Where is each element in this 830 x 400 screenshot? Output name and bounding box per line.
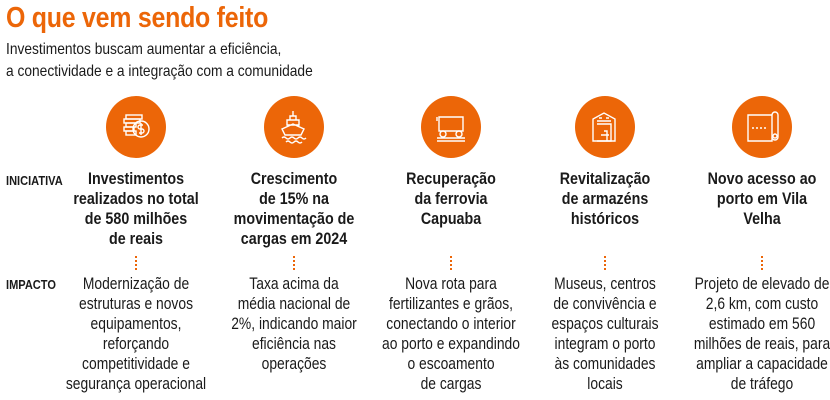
initiative-line: de 580 milhões <box>84 209 188 228</box>
initiative-line: Revitalização <box>559 169 651 188</box>
impact-text: Projeto de elevado de 2,6 km, com custo es… <box>686 274 830 394</box>
initiative-column: Crescimento de 15% na movimentação de carga… <box>204 96 384 373</box>
impact-line: locais <box>587 375 623 393</box>
coins-dollar-icon <box>106 96 166 158</box>
dotted-connector <box>604 256 606 270</box>
subtitle-line: a conectividade e a integração com a com… <box>6 63 313 80</box>
initiative-column: Recuperação da ferrovia Capuaba Nova rota p… <box>361 96 541 393</box>
impact-text: Nova rota para fertilizantes e grãos, cone… <box>375 274 526 394</box>
impact-line: Modernização de <box>82 275 190 293</box>
initiative-line: Capuaba <box>420 209 482 228</box>
initiative-column: Novo acesso ao porto em Vila Velha Projeto … <box>672 96 830 393</box>
initiative-text: Novo acesso ao porto em Vila Velha <box>686 169 830 229</box>
impact-line: segurança operacional <box>65 375 207 393</box>
impact-text: Museus, centros de convivência e espaços c… <box>529 274 680 394</box>
dotted-connector <box>761 256 763 270</box>
impact-line: integram o porto <box>554 335 656 353</box>
impact-line: às comunidades <box>554 355 656 373</box>
initiative-line: Novo acesso ao <box>707 169 817 188</box>
row-label-impact: IMPACTO <box>6 277 56 292</box>
impact-line: média nacional de <box>237 295 351 313</box>
initiative-line: realizados no total <box>73 189 199 208</box>
initiative-text: Crescimento de 15% na movimentação de carga… <box>218 169 369 249</box>
initiative-line: Crescimento <box>250 169 338 188</box>
impact-line: 2,6 km, com custo <box>705 295 819 313</box>
initiative-line: de armazéns <box>561 189 649 208</box>
page-title: O que vem sendo feito <box>6 2 269 34</box>
impact-line: espaços culturais <box>551 315 659 333</box>
impact-line: 2%, indicando maior <box>231 315 357 333</box>
dotted-connector <box>135 256 137 270</box>
initiative-line: cargas em 2024 <box>240 229 348 248</box>
initiative-line: da ferrovia <box>414 189 488 208</box>
impact-line: Nova rota para <box>405 275 497 293</box>
impact-line: eficiência nas <box>252 335 336 353</box>
initiative-line: de reais <box>109 229 163 248</box>
impact-line: conectando o interior <box>386 315 516 333</box>
impact-line: milhões de reais, para <box>693 335 830 353</box>
impact-line: reforçando <box>102 335 170 353</box>
impact-line: equipamentos, <box>90 315 182 333</box>
initiative-text: Revitalização de armazéns históricos <box>529 169 680 229</box>
warehouse-icon <box>575 96 635 158</box>
impact-line: fertilizantes e grãos, <box>388 295 514 313</box>
dotted-connector <box>293 256 295 270</box>
impact-line: de tráfego <box>730 375 794 393</box>
row-label-initiative: INICIATIVA <box>6 173 63 188</box>
initiative-column: Investimentos realizados no total de 580 m… <box>46 96 226 393</box>
impact-line: Taxa acima da <box>249 275 339 293</box>
impact-line: operações <box>261 355 327 373</box>
initiative-line: históricos <box>570 209 640 228</box>
subtitle: Investimentos buscam aumentar a eficiênc… <box>6 39 313 83</box>
dotted-connector <box>450 256 452 270</box>
impact-line: estimado em 560 <box>708 315 816 333</box>
impact-line: competitividade e <box>82 355 190 373</box>
impact-line: Museus, centros <box>554 275 656 293</box>
impact-line: de convivência e <box>553 295 657 313</box>
initiative-column: Revitalização de armazéns históricos Museus… <box>515 96 695 393</box>
impact-line: de cargas <box>420 375 482 393</box>
impact-line: Projeto de elevado de <box>694 275 830 293</box>
ship-icon <box>264 96 324 158</box>
initiative-text: Recuperação da ferrovia Capuaba <box>375 169 526 229</box>
initiative-line: movimentação de <box>233 209 355 228</box>
impact-text: Taxa acima da média nacional de 2%, indica… <box>218 274 369 374</box>
road-map-icon <box>732 96 792 158</box>
initiative-line: Investimentos <box>87 169 185 188</box>
impact-line: estruturas e novos <box>78 295 194 313</box>
impact-line: ao porto e expandindo <box>382 335 520 353</box>
initiative-line: de 15% na <box>259 189 329 208</box>
initiative-line: Velha <box>743 209 781 228</box>
initiative-line: Recuperação <box>406 169 496 188</box>
subtitle-line: Investimentos buscam aumentar a eficiênc… <box>6 41 282 58</box>
impact-text: Modernização de estruturas e novos equipam… <box>60 274 211 394</box>
rail-cart-icon <box>421 96 481 158</box>
impact-line: ampliar a capacidade <box>696 355 828 373</box>
initiative-text: Investimentos realizados no total de 580 m… <box>60 169 211 249</box>
impact-line: o escoamento <box>407 355 495 373</box>
initiative-line: porto em Vila <box>716 189 808 208</box>
